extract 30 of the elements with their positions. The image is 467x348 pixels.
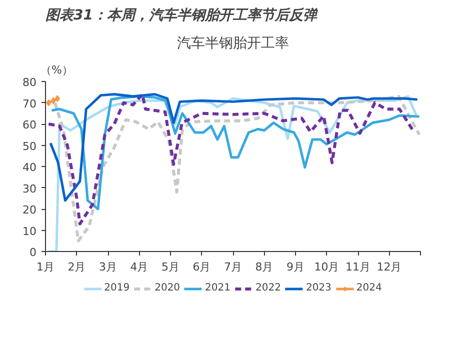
- legend-label: 2021: [205, 282, 230, 294]
- y-axis-title: （%）: [40, 64, 73, 76]
- chart-title: 图表31：本周，汽车半钢胎开工率节后反弹: [46, 6, 319, 24]
- x-tick-label: 11月: [346, 260, 370, 274]
- y-tick-label: 40: [22, 161, 37, 174]
- y-tick-label: 20: [22, 204, 37, 216]
- x-tick-label: 5月: [162, 260, 180, 274]
- y-tick-label: 70: [22, 97, 37, 110]
- legend-label: 2024: [356, 282, 382, 294]
- x-tick-label: 8月: [255, 260, 274, 274]
- x-tick-label: 10月: [314, 260, 340, 274]
- y-tick-label: 0: [30, 246, 36, 259]
- x-tick-label: 9月: [286, 260, 304, 274]
- legend-label: 2019: [104, 282, 130, 294]
- y-tick-label: 30: [22, 182, 37, 196]
- x-tick-label: 2月: [68, 260, 86, 274]
- x-tick-label: 1月: [36, 260, 54, 274]
- x-tick-label: 6月: [192, 260, 211, 274]
- x-tick-label: 4月: [130, 260, 148, 274]
- x-tick-label: 7月: [224, 260, 242, 274]
- legend-label: 2020: [154, 282, 180, 294]
- y-tick-label: 50: [22, 140, 37, 153]
- legend-label: 2023: [306, 282, 332, 294]
- chart-subtitle: 汽车半钢胎开工率: [177, 36, 289, 52]
- y-tick-label: 10: [22, 224, 37, 238]
- legend-label: 2022: [256, 282, 281, 294]
- y-tick-label: 80: [22, 76, 37, 89]
- y-tick-label: 60: [22, 118, 37, 132]
- x-tick-label: 12月: [376, 260, 402, 274]
- x-tick-label: 3月: [99, 260, 117, 274]
